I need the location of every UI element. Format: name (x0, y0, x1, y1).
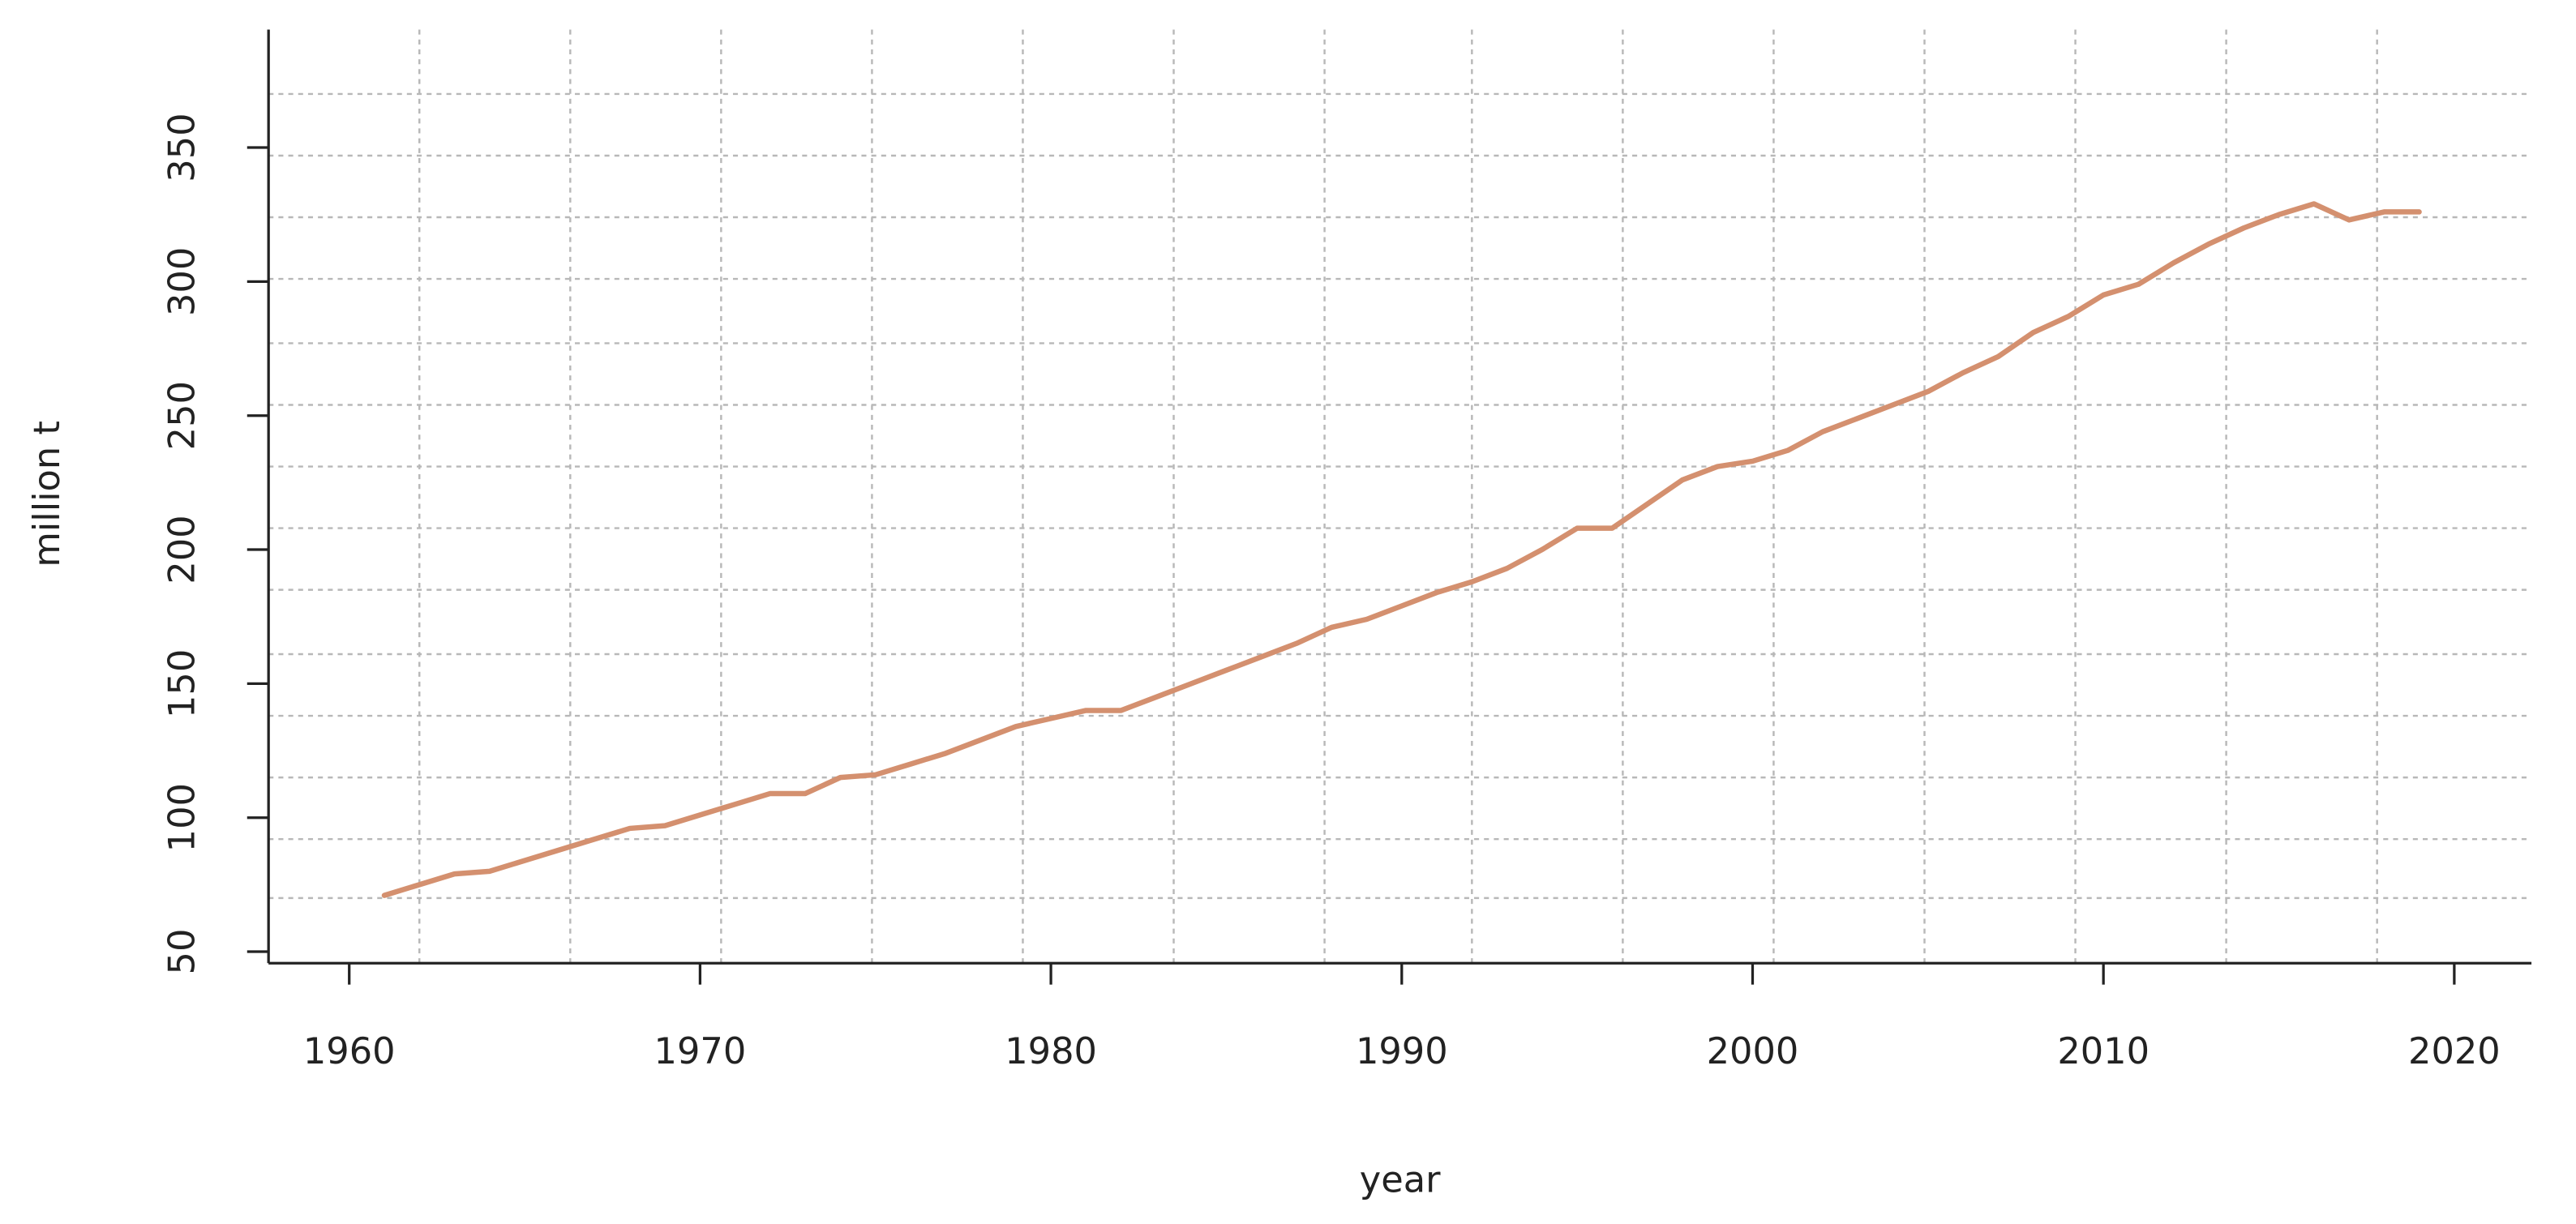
y-tick-label: 200 (161, 515, 204, 584)
y-tick-label: 150 (161, 649, 204, 718)
x-tick-label: 1970 (654, 1030, 747, 1072)
y-tick-label: 300 (161, 247, 204, 316)
x-tick-label: 2000 (1707, 1030, 1799, 1072)
y-tick-label: 100 (161, 783, 204, 852)
x-tick-label: 1990 (1356, 1030, 1448, 1072)
x-tick-label: 2020 (2408, 1030, 2501, 1072)
x-axis-label: year (1360, 1158, 1441, 1200)
y-axis-label: million t (26, 421, 68, 567)
y-tick-label: 50 (161, 929, 204, 975)
y-tick-label: 350 (161, 113, 204, 182)
y-tick-label: 250 (161, 381, 204, 450)
x-tick-label: 2010 (2057, 1030, 2150, 1072)
x-tick-label: 1980 (1005, 1030, 1097, 1072)
data-line (381, 201, 2422, 898)
x-tick-label: 1960 (303, 1030, 396, 1072)
